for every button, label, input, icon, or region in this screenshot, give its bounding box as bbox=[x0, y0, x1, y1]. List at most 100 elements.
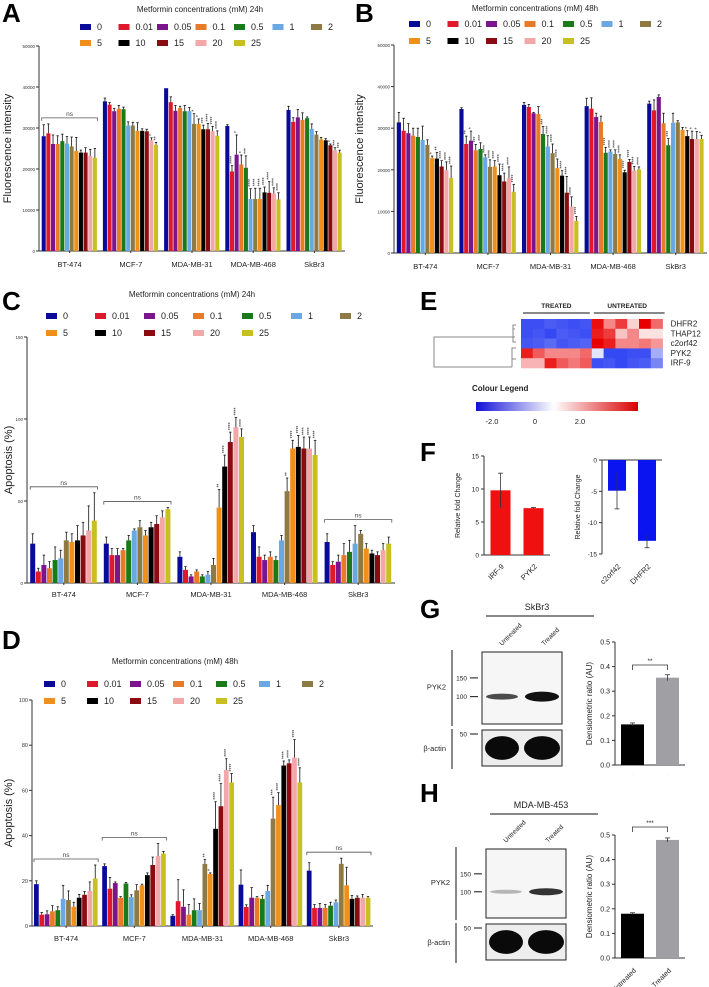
legend-swatch bbox=[234, 40, 245, 46]
mdamb453-y-tick-label: 0.1 bbox=[600, 931, 610, 938]
bar bbox=[584, 106, 589, 253]
bar bbox=[295, 446, 301, 583]
bar bbox=[118, 897, 123, 926]
bar bbox=[205, 574, 211, 583]
bar bbox=[112, 111, 117, 251]
bar bbox=[449, 178, 454, 253]
legend-label: 0.1 bbox=[210, 311, 223, 321]
legend-label: 0.01 bbox=[465, 19, 483, 29]
x-tick-label: MCF-7 bbox=[123, 934, 146, 943]
significance-marker: **** bbox=[632, 157, 638, 165]
bar bbox=[69, 542, 75, 583]
x-tick-label: MDA-MB-468 bbox=[230, 260, 275, 269]
significance-marker: * bbox=[149, 134, 155, 136]
ns-bracket bbox=[33, 858, 99, 862]
legend-swatch bbox=[340, 313, 351, 319]
y-tick-label: 40 bbox=[22, 834, 28, 840]
bar bbox=[86, 530, 92, 583]
y-axis-label: Apoptosis (%) bbox=[3, 779, 15, 847]
skbr3-actin-band-treated bbox=[524, 736, 560, 760]
bar bbox=[502, 181, 507, 253]
panel-label-f: F bbox=[420, 437, 436, 467]
legend-label: 20 bbox=[210, 328, 220, 338]
fold-change-up-x-tick-label: IRF-9 bbox=[486, 562, 506, 582]
bar bbox=[284, 491, 290, 583]
legend-label: 25 bbox=[259, 328, 269, 338]
significance-marker: *** bbox=[201, 117, 207, 123]
bar bbox=[307, 448, 312, 583]
bar bbox=[128, 897, 134, 926]
bar bbox=[80, 535, 86, 583]
significance-marker: **** bbox=[222, 445, 228, 453]
bar bbox=[192, 123, 197, 251]
legend-swatch bbox=[44, 698, 55, 704]
heatmap-cell bbox=[603, 348, 616, 359]
significance-marker: **** bbox=[313, 430, 319, 438]
dendrogram-root bbox=[433, 336, 513, 368]
bar bbox=[47, 568, 52, 583]
fold-change-up-bar bbox=[490, 490, 511, 555]
y-tick-label: 10000 bbox=[377, 209, 390, 214]
x-tick-label: MDA-MB-31 bbox=[530, 262, 571, 271]
ns-label: ns bbox=[355, 513, 363, 520]
skbr3-pyk2-band-treated bbox=[525, 691, 559, 702]
heatmap-cell bbox=[591, 348, 604, 359]
bar bbox=[401, 130, 406, 253]
chart-f-fold-change: 0 5 10 15 Relative fold Change IRF-9 PYK2 -15 -1… bbox=[455, 454, 662, 585]
bar bbox=[60, 898, 66, 926]
heatmap-cell bbox=[532, 328, 545, 339]
bar bbox=[555, 168, 560, 253]
x-tick-label: SkBr3 bbox=[348, 590, 368, 599]
y-tick-label: 50 bbox=[18, 499, 24, 504]
mdamb453-mw-marker-label: 150 bbox=[460, 871, 471, 878]
bar bbox=[76, 897, 82, 926]
legend-swatch bbox=[242, 330, 253, 336]
significance-marker: **** bbox=[439, 151, 445, 159]
bar bbox=[369, 553, 375, 583]
bar bbox=[286, 763, 292, 926]
legend-label: 2 bbox=[657, 19, 662, 29]
heatmap-cell bbox=[556, 319, 569, 330]
bar bbox=[135, 130, 140, 251]
group-label-untreated: UNTREATED bbox=[607, 303, 647, 310]
bar bbox=[594, 116, 599, 253]
bar bbox=[627, 161, 632, 253]
x-tick-label: MDA-MB-468 bbox=[248, 934, 293, 943]
legend-label: 0.05 bbox=[161, 311, 179, 321]
bar bbox=[159, 517, 165, 583]
heatmap-row-label: IRF-9 bbox=[671, 359, 692, 368]
bar bbox=[134, 890, 140, 926]
chart-e-heatmap: TREATED UNTREATED DHFR2THAP12c2orf42PYK2IR… bbox=[433, 303, 701, 426]
significance-marker: ** bbox=[434, 146, 440, 150]
heatmap-cell bbox=[521, 319, 534, 330]
legend-label: 0 bbox=[63, 311, 68, 321]
bar bbox=[262, 560, 268, 583]
bar bbox=[531, 113, 536, 253]
ns-bracket bbox=[306, 851, 372, 856]
legend-label: 0.5 bbox=[251, 22, 264, 32]
legend-label: 10 bbox=[465, 36, 475, 46]
bar bbox=[58, 558, 64, 583]
heatmap-cell bbox=[580, 319, 593, 330]
bar bbox=[161, 853, 166, 926]
bar bbox=[306, 870, 312, 926]
significance-marker: **** bbox=[569, 187, 575, 195]
significance-marker: **** bbox=[239, 419, 245, 427]
colour-legend-title: Colour Legend bbox=[472, 384, 529, 393]
skbr3-y-tick-label: 0.5 bbox=[600, 640, 610, 647]
significance-marker: **** bbox=[276, 783, 282, 791]
fold-change-down-x-tick-label: DHFR2 bbox=[628, 562, 652, 585]
significance-marker: **** bbox=[218, 774, 224, 782]
bar bbox=[656, 97, 661, 253]
heatmap-cell bbox=[627, 328, 640, 339]
heatmap-cell bbox=[556, 358, 569, 369]
bar bbox=[143, 535, 148, 583]
bar bbox=[375, 555, 380, 583]
bar bbox=[492, 166, 497, 253]
ns-label: ns bbox=[66, 111, 74, 118]
heatmap-cell bbox=[639, 358, 652, 369]
bar bbox=[420, 139, 425, 253]
bar bbox=[46, 133, 51, 251]
skbr3-y-tick-label: 0.2 bbox=[600, 713, 610, 720]
heatmap-cell bbox=[639, 348, 652, 359]
